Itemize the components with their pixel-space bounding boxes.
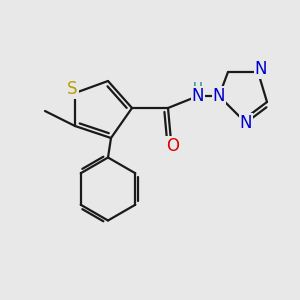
Text: N: N (240, 114, 252, 132)
Text: H: H (193, 81, 202, 94)
Text: N: N (192, 87, 204, 105)
Text: S: S (67, 80, 78, 98)
Text: N: N (255, 60, 267, 78)
Text: N: N (213, 87, 225, 105)
Text: O: O (166, 136, 179, 154)
